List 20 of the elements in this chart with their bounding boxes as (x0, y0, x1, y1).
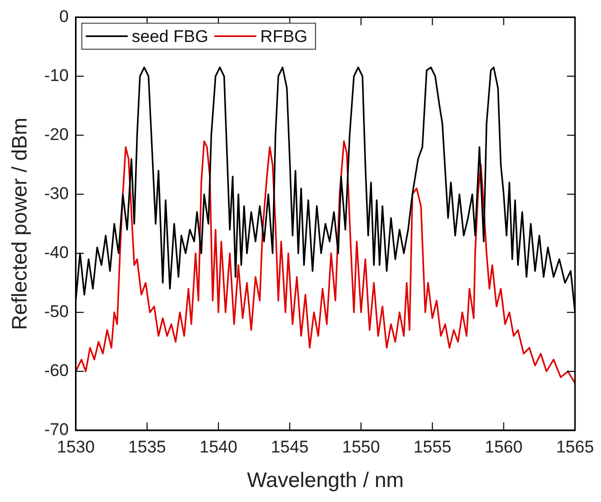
y-tick-label: -10 (44, 66, 69, 85)
legend-label: RFBG (260, 26, 308, 46)
x-tick-label: 1535 (128, 437, 166, 456)
y-tick-label: -50 (44, 302, 69, 322)
x-tick-label: 1560 (484, 437, 523, 456)
x-tick-label: 1545 (270, 437, 309, 456)
x-tick-label: 1530 (56, 437, 95, 456)
y-tick-label: -40 (44, 243, 69, 262)
y-tick-label: -60 (44, 361, 69, 380)
x-tick-label: 1550 (342, 437, 380, 456)
y-axis-title: Reflected power / dBm (8, 118, 32, 330)
x-tick-label: 1555 (413, 437, 452, 456)
y-tick-label: -30 (44, 184, 69, 203)
y-tick-label: 0 (59, 6, 69, 26)
y-tick-label: -20 (44, 124, 69, 144)
x-tick-label: 1565 (556, 437, 594, 456)
x-tick-label: 1540 (199, 437, 238, 456)
x-axis-title: Wavelength / nm (246, 469, 404, 492)
legend-label: seed FBG (132, 26, 208, 46)
y-tick-label: -70 (44, 420, 69, 440)
